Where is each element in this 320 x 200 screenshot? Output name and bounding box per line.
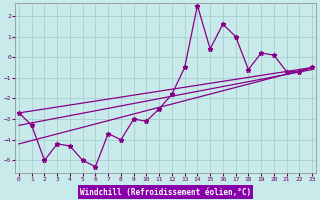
X-axis label: Windchill (Refroidissement éolien,°C): Windchill (Refroidissement éolien,°C) — [80, 188, 251, 197]
